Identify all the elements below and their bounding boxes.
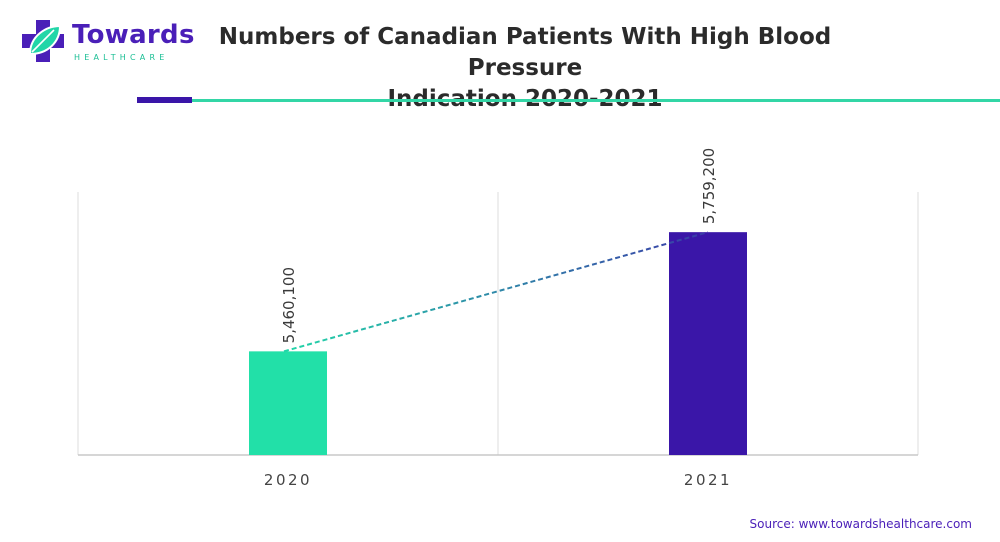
- x-tick-label-2021: 2021: [684, 471, 732, 489]
- x-tick-label-2020: 2020: [264, 471, 312, 489]
- source-note: Source: www.towardshealthcare.com: [750, 517, 973, 531]
- bar-2020: [249, 351, 327, 455]
- logo-subtitle: HEALTHCARE: [74, 53, 169, 62]
- data-label-2020: 5,460,100: [280, 267, 298, 343]
- brand-logo: Towards HEALTHCARE: [20, 16, 194, 66]
- bar-2021: [669, 232, 747, 455]
- title-rule-accent: [137, 97, 192, 103]
- health-cross-leaf-icon: [22, 20, 64, 62]
- source-url[interactable]: www.towardshealthcare.com: [798, 517, 972, 531]
- trend-line: [283, 231, 709, 353]
- logo-wordmark: Towards: [72, 20, 195, 50]
- chart-title-line-1: Numbers of Canadian Patients With High B…: [218, 24, 832, 81]
- source-label: Source:: [749, 517, 795, 531]
- data-label-2021: 5,759,200: [700, 148, 718, 224]
- title-rule: [192, 99, 1000, 102]
